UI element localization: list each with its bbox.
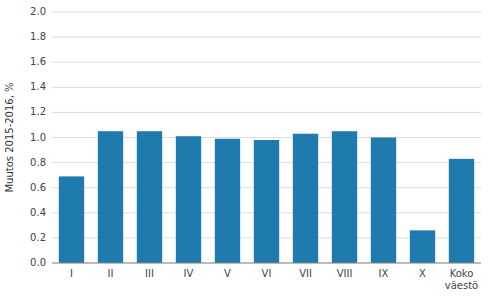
grid — [52, 12, 481, 263]
y-tick-label: 0.8 — [30, 157, 46, 168]
y-tick-label: 0.2 — [30, 232, 46, 243]
grid-line — [52, 62, 481, 63]
y-tick-label: 1.2 — [30, 106, 46, 117]
bar — [410, 230, 435, 263]
x-tick-label: V — [224, 268, 231, 279]
y-axis: 0.0 0.2 0.4 0.6 0.8 1.0 1.2 1.4 1.6 1.8 2.0 — [30, 6, 46, 268]
grid-line — [52, 87, 481, 88]
bar — [59, 176, 84, 263]
y-tick-label: 0.6 — [30, 182, 46, 193]
x-tick-label: I — [70, 268, 73, 279]
x-axis-line — [52, 263, 481, 264]
y-tick-label: 0.4 — [30, 207, 46, 218]
grid-line — [52, 12, 481, 13]
bar — [254, 140, 279, 263]
y-tick-label: 1.4 — [30, 81, 46, 92]
bar — [371, 138, 396, 264]
x-tick-label: VI — [262, 268, 272, 279]
x-tick-label: VII — [299, 268, 312, 279]
bar — [176, 136, 201, 263]
grid-line — [52, 263, 481, 264]
y-tick-label: 1.6 — [30, 56, 46, 67]
y-tick-label: 1.0 — [30, 132, 46, 143]
bars — [59, 131, 474, 263]
bar — [98, 131, 123, 263]
y-tick-label: 2.0 — [30, 6, 46, 17]
bar — [215, 139, 240, 263]
grid-line — [52, 112, 481, 113]
grid-line — [52, 37, 481, 38]
x-tick-label: III — [145, 268, 154, 279]
y-tick-label: 0.0 — [30, 257, 46, 268]
bar — [293, 134, 318, 263]
y-axis-label: Muutos 2015-2016, % — [4, 82, 15, 192]
x-tick-label: Kokoväestö — [445, 268, 478, 291]
bar — [137, 131, 162, 263]
x-tick-label: IX — [379, 268, 389, 279]
x-tick-label: VIII — [337, 268, 353, 279]
x-tick-label: II — [108, 268, 114, 279]
chart: 0.0 0.2 0.4 0.6 0.8 1.0 1.2 1.4 1.6 1.8 2.0 Muutos … — [0, 0, 491, 303]
x-axis: IIIIIIIVVVIVIIVIIIIXXKokoväestö — [70, 268, 478, 291]
y-tick-label: 1.8 — [30, 31, 46, 42]
chart-container: 0.0 0.2 0.4 0.6 0.8 1.0 1.2 1.4 1.6 1.8 2.0 Muutos … — [0, 0, 491, 303]
bar — [332, 131, 357, 263]
x-tick-label: X — [419, 268, 426, 279]
bar — [449, 159, 474, 263]
x-tick-label: IV — [184, 268, 194, 279]
